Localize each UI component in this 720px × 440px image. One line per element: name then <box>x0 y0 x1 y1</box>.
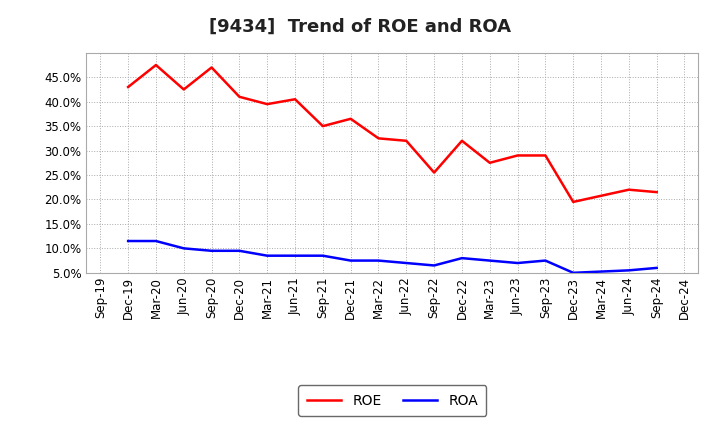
ROA <box>569 270 577 275</box>
ROE <box>124 84 132 90</box>
ROE <box>235 94 243 99</box>
ROA <box>179 246 188 251</box>
ROE <box>652 190 661 195</box>
ROE <box>152 62 161 68</box>
ROA <box>318 253 327 258</box>
ROA <box>430 263 438 268</box>
ROA <box>235 248 243 253</box>
ROE <box>569 199 577 205</box>
ROE <box>346 116 355 121</box>
ROA <box>374 258 383 263</box>
ROA <box>291 253 300 258</box>
ROA <box>541 258 550 263</box>
ROE <box>318 124 327 129</box>
ROA <box>513 260 522 266</box>
ROA <box>124 238 132 244</box>
ROE <box>485 160 494 165</box>
ROA <box>263 253 271 258</box>
ROE <box>291 97 300 102</box>
ROE <box>513 153 522 158</box>
ROA <box>485 258 494 263</box>
ROE <box>624 187 633 192</box>
Line: ROA: ROA <box>128 241 657 273</box>
Legend: ROE, ROA: ROE, ROA <box>298 385 487 416</box>
Line: ROE: ROE <box>128 65 657 202</box>
Text: [9434]  Trend of ROE and ROA: [9434] Trend of ROE and ROA <box>209 18 511 36</box>
ROA <box>207 248 216 253</box>
ROA <box>402 260 410 266</box>
ROE <box>263 102 271 107</box>
ROE <box>402 138 410 143</box>
ROE <box>179 87 188 92</box>
ROA <box>652 265 661 271</box>
ROA <box>346 258 355 263</box>
ROE <box>458 138 467 143</box>
ROE <box>207 65 216 70</box>
ROA <box>152 238 161 244</box>
ROE <box>430 170 438 175</box>
ROA <box>624 268 633 273</box>
ROA <box>458 256 467 261</box>
ROE <box>541 153 550 158</box>
ROE <box>374 136 383 141</box>
